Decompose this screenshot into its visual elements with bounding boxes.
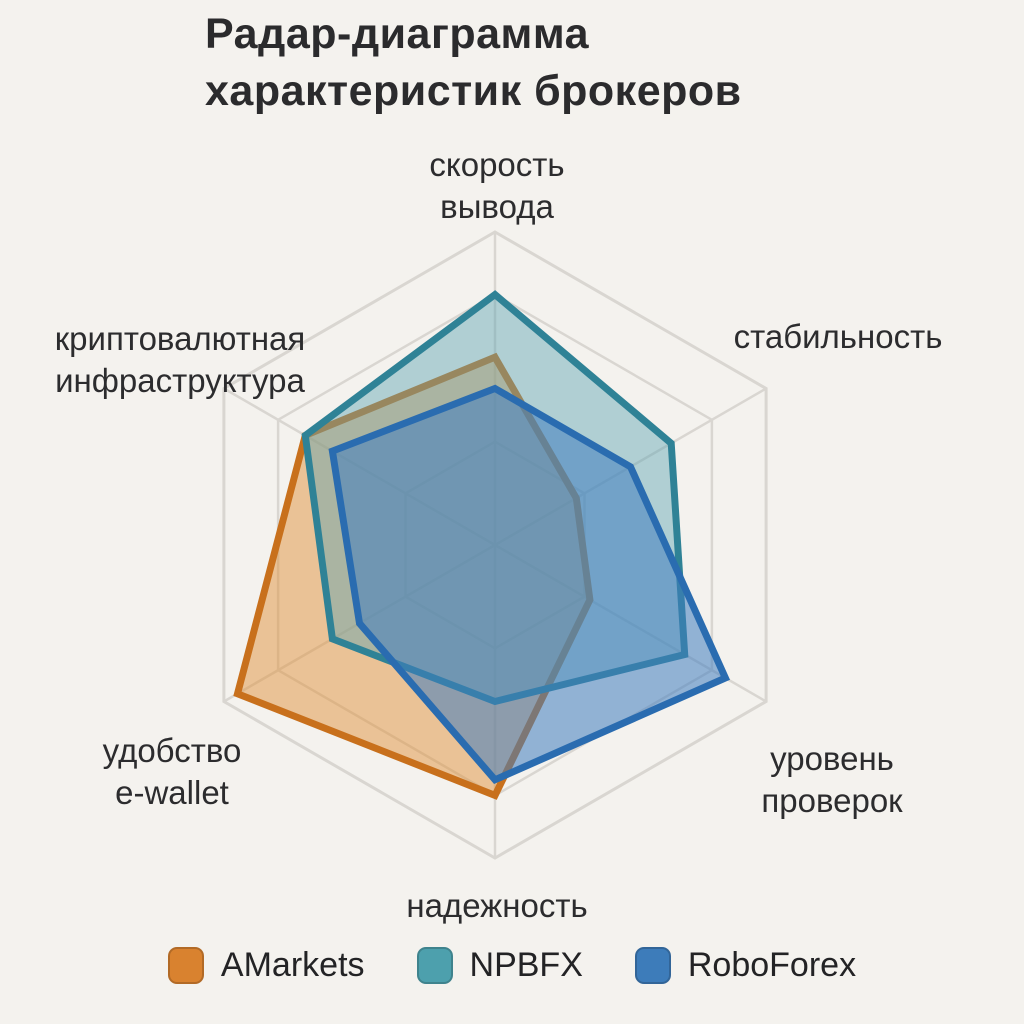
legend-label-roboforex: RoboForex (687, 946, 857, 984)
legend-item-roboforex: RoboForex (634, 946, 857, 985)
legend-label-npbfx: NPBFX (469, 946, 583, 984)
axis-label-withdrawal-speed: скорость вывода (429, 146, 565, 225)
axis-label-ewallet-convenience: удобство e-wallet (102, 732, 242, 811)
legend-item-npbfx: NPBFX (416, 946, 583, 985)
legend-label-amarkets: AMarkets (220, 946, 365, 984)
axis-label-stability: стабильность (733, 318, 943, 356)
legend-swatch-roboforex (634, 947, 671, 984)
legend-swatch-npbfx (416, 947, 453, 984)
legend-item-amarkets: AMarkets (167, 946, 365, 985)
axis-label-verification-level: уровень проверок (761, 740, 903, 819)
series-polygon-roboforex (328, 384, 731, 785)
axis-label-crypto-infrastructure: криптовалютная инфраструктура (54, 320, 306, 399)
axis-label-reliability: надежность (406, 887, 588, 925)
legend-swatch-amarkets (167, 947, 204, 984)
legend: AMarkets NPBFX RoboForex (0, 946, 1024, 985)
chart-title: Радар-диаграмма характеристик брокеров (205, 10, 742, 115)
